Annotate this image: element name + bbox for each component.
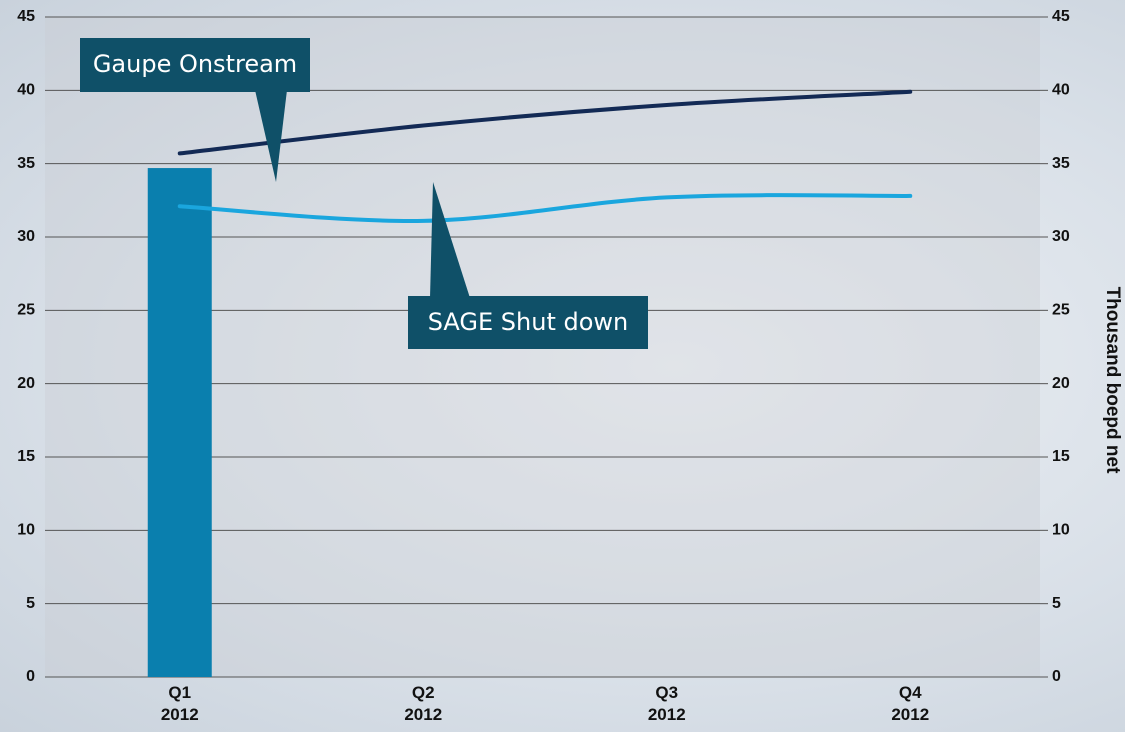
y2-tick-label: 20 [1052, 375, 1070, 392]
y-tick-label: 45 [17, 8, 35, 25]
x-tick-label: Q4 2012 [891, 683, 930, 724]
y2-tick-label: 15 [1052, 448, 1070, 465]
y-tick-label: 20 [17, 375, 35, 392]
y-tick-label: 5 [26, 595, 35, 612]
y2-tick-label: 45 [1052, 8, 1070, 25]
callout-pointer [255, 90, 287, 182]
y-tick-label: 40 [17, 82, 35, 99]
line [177, 89, 913, 156]
y-tick-label: 25 [17, 302, 35, 319]
x-tick-label: Q1 2012 [160, 683, 199, 724]
callout-pointer [430, 182, 470, 298]
y2-tick-label: 0 [1052, 668, 1061, 685]
callout-box [80, 38, 310, 92]
y2-axis-label: Thousand boepd net [1102, 287, 1123, 474]
y2-tick-label: 35 [1052, 155, 1070, 172]
y2-tick-label: 5 [1052, 595, 1061, 612]
callout-box [408, 296, 648, 349]
y2-tick-label: 10 [1052, 522, 1070, 539]
y2-tick-label: 40 [1052, 82, 1070, 99]
y2-tick-label: 25 [1052, 302, 1070, 319]
y-tick-label: 15 [17, 448, 35, 465]
y-tick-label: 10 [17, 522, 35, 539]
line [177, 193, 913, 223]
y-tick-label: 0 [26, 668, 35, 685]
y-tick-label: 35 [17, 155, 35, 172]
x-tick-label: Q3 2012 [647, 683, 686, 724]
y2-tick-label: 30 [1052, 228, 1070, 245]
annotation: Gaupe Onstream [93, 50, 297, 78]
y-tick-label: 30 [17, 228, 35, 245]
callout-sage: SAGE Shut down [408, 182, 648, 349]
bar [147, 168, 212, 678]
annotation: SAGE Shut down [428, 308, 629, 336]
x-tick-label: Q2 2012 [404, 683, 443, 724]
callout-gaupe: Gaupe Onstream [80, 38, 310, 182]
